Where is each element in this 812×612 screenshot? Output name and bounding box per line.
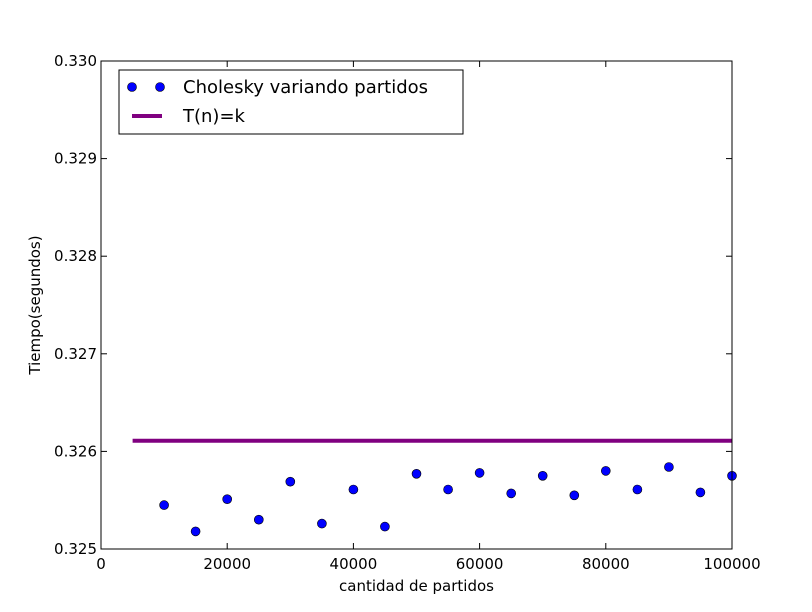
legend-label-2: T(n)=k [182,106,246,127]
data-point [695,487,706,498]
legend-marker-1b [155,82,165,92]
x-tick-label: 80000 [582,555,630,573]
legend-box [118,69,464,135]
data-point [348,484,359,495]
data-point [537,470,548,481]
y-tick-label: 0.329 [54,150,97,168]
y-tick-label: 0.330 [54,52,97,70]
y-tick-label: 0.325 [54,540,97,558]
y-tick-label: 0.326 [54,442,97,460]
axis-ticks: 0 20000 40000 60000 80000 100000 0.325 0.326 0.3… [54,52,761,573]
legend-marker-1a [127,82,137,92]
data-point [285,476,296,487]
data-point [569,490,580,501]
plot-frame [100,60,733,550]
x-tick-label: 100000 [703,555,760,573]
x-tick-label: 40000 [330,555,378,573]
y-tick-label: 0.328 [54,247,97,265]
data-point [253,514,264,525]
data-point [317,518,327,529]
data-point [474,468,485,478]
y-tick-label: 0.327 [54,345,97,363]
data-point [411,468,422,479]
data-point [600,466,611,476]
legend: Cholesky variando partidos T(n)=k [118,69,464,135]
x-tick-label: 20000 [203,555,251,573]
data-point [506,488,517,499]
x-axis-label: cantidad de partidos [339,577,494,595]
data-point [380,521,390,532]
data-point [159,500,169,510]
y-axis-label: Tiempo(segundos) [26,235,44,375]
data-point [632,484,643,495]
data-point [190,526,201,537]
legend-label-1: Cholesky variando partidos [183,77,428,98]
data-point [664,462,674,472]
x-tick-label: 0 [96,555,106,573]
data-point [443,484,453,495]
data-point [222,494,232,505]
scatter-series-layer [159,462,737,537]
x-tick-label: 60000 [456,555,504,573]
